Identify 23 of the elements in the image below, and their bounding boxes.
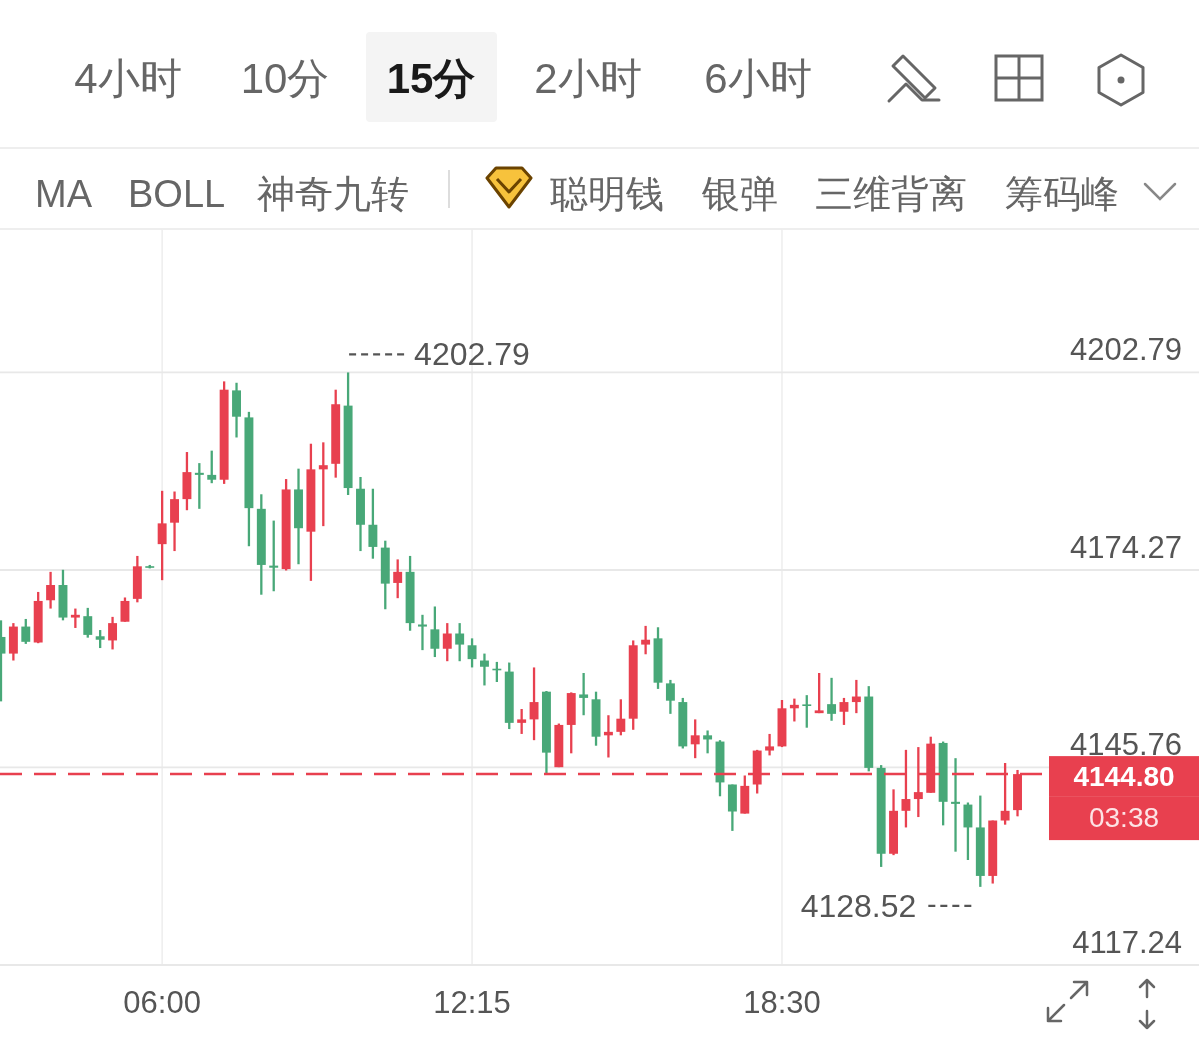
x-tick-label: 12:15 [433,985,511,1020]
x-tick-label: 18:30 [743,985,821,1020]
ref-line-label: 4144.80 [1073,761,1175,793]
ref-line-label: 4144.80 [1049,756,1199,797]
annotation: 4128.52 [800,887,917,924]
x-tick-label: 06:00 [123,985,201,1020]
y-tick-label: 4174.27 [1069,530,1182,565]
indicator-label: MA [35,173,92,215]
tab-label: 10分 [240,55,330,102]
tab-label: 15分 [386,55,476,102]
y-tick-label: 4202.79 [1069,332,1182,368]
tab-label: 4小时 [74,55,182,102]
annotation: 4202.79 [414,336,530,373]
indicator-label: 聪明钱 [550,173,664,215]
countdown-label: 03:38 [1088,802,1160,834]
indicator-label: 银弹 [702,173,778,215]
indicator-label: BOLL [128,173,226,215]
indicator-label: 三维背离 [815,173,967,215]
indicator-label: 神奇九转 [257,173,409,215]
y-tick-label: 4117.24 [1072,925,1182,960]
tab-label: 6小时 [704,55,812,102]
indicator-label: 筹码峰 [1005,173,1119,215]
tab-label: 2小时 [534,55,642,102]
